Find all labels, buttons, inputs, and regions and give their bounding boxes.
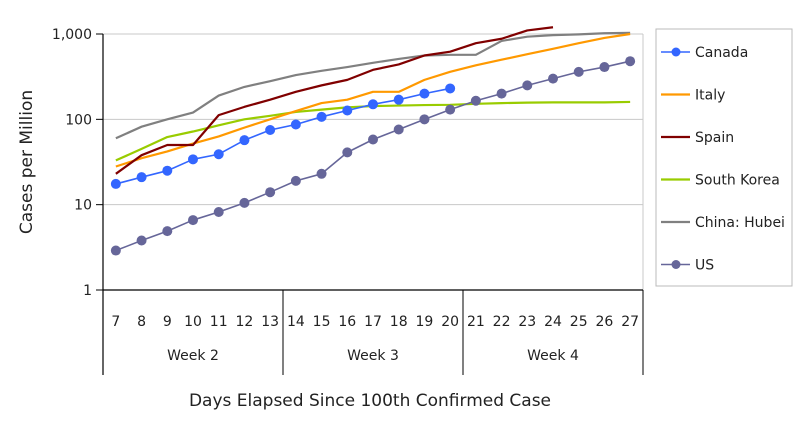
data-point-us bbox=[419, 114, 430, 125]
x-tick-label: 18 bbox=[390, 314, 408, 330]
data-point-us bbox=[239, 197, 250, 208]
x-tick-label: 24 bbox=[544, 314, 562, 330]
group-label: Week 4 bbox=[527, 348, 579, 364]
data-point-canada bbox=[316, 111, 327, 122]
y-tick-label: 1,000 bbox=[52, 27, 92, 43]
x-tick-label: 7 bbox=[111, 314, 120, 330]
legend-label-italy: Italy bbox=[695, 88, 725, 104]
x-tick-label: 25 bbox=[570, 314, 588, 330]
x-tick-label: 16 bbox=[338, 314, 356, 330]
x-tick-label: 19 bbox=[416, 314, 434, 330]
x-tick-label: 22 bbox=[493, 314, 511, 330]
data-point-us bbox=[599, 62, 610, 73]
x-tick-label: 14 bbox=[287, 314, 305, 330]
data-point-canada bbox=[136, 172, 147, 183]
data-point-us bbox=[188, 215, 198, 226]
data-point-canada bbox=[393, 94, 404, 105]
y-tick-label: 1 bbox=[83, 283, 92, 299]
x-axis-title: Days Elapsed Since 100th Confirmed Case bbox=[189, 391, 551, 411]
data-point-us bbox=[162, 226, 173, 237]
legend-box bbox=[655, 28, 793, 287]
x-tick-label: 12 bbox=[236, 314, 254, 330]
x-tick-label: 26 bbox=[596, 314, 614, 330]
y-axis-ticks: 1 10 100 1,000 bbox=[52, 27, 103, 299]
legend-marker-canada bbox=[671, 47, 681, 57]
axes bbox=[102, 34, 643, 375]
data-point-us bbox=[625, 56, 636, 67]
legend-label-canada: Canada bbox=[695, 45, 748, 61]
group-label: Week 3 bbox=[347, 348, 399, 364]
y-axis-title: Cases per Million bbox=[17, 90, 37, 234]
data-point-us bbox=[368, 134, 378, 145]
series-line-south-korea bbox=[115, 100, 631, 162]
data-point-us bbox=[136, 235, 147, 246]
x-tick-label: 8 bbox=[137, 314, 146, 330]
x-tick-label: 21 bbox=[467, 314, 485, 330]
data-point-canada bbox=[162, 165, 173, 176]
data-point-us bbox=[522, 80, 533, 91]
data-point-us bbox=[445, 104, 456, 115]
data-point-us bbox=[265, 187, 276, 198]
x-tick-label: 13 bbox=[261, 314, 279, 330]
y-tick-label: 10 bbox=[74, 198, 92, 214]
series-line-spain bbox=[115, 26, 554, 175]
gridlines bbox=[103, 33, 644, 290]
data-point-canada bbox=[110, 178, 121, 189]
data-point-canada bbox=[290, 119, 301, 130]
x-tick-label: 10 bbox=[184, 314, 202, 330]
data-point-us bbox=[548, 73, 558, 84]
data-point-canada bbox=[213, 149, 224, 160]
x-axis-groups: Week 2 Week 3 Week 4 bbox=[167, 290, 644, 375]
group-label: Week 2 bbox=[167, 348, 219, 364]
data-point-us bbox=[110, 245, 121, 256]
data-point-us bbox=[316, 168, 327, 179]
x-tick-label: 11 bbox=[210, 314, 228, 330]
data-point-us bbox=[573, 66, 584, 77]
legend-label-south-korea: South Korea bbox=[695, 173, 780, 189]
x-tick-label: 23 bbox=[518, 314, 536, 330]
data-point-us bbox=[342, 147, 353, 158]
data-point-canada bbox=[188, 154, 198, 165]
plot-area bbox=[110, 26, 636, 256]
data-point-canada bbox=[419, 88, 430, 99]
data-point-canada bbox=[342, 105, 353, 116]
x-tick-label: 15 bbox=[313, 314, 331, 330]
legend-label-china-hubei: China: Hubei bbox=[695, 215, 785, 231]
legend: Canada Italy Spain South Korea China: Hubei U… bbox=[655, 28, 793, 287]
x-tick-label: 20 bbox=[441, 314, 459, 330]
x-tick-label: 17 bbox=[364, 314, 382, 330]
legend-label-us: US bbox=[695, 258, 714, 274]
data-point-canada bbox=[445, 83, 456, 94]
series-line-china-hubei bbox=[115, 31, 631, 140]
legend-marker-us bbox=[671, 260, 681, 269]
x-tick-label: 9 bbox=[163, 314, 172, 330]
y-tick-label: 100 bbox=[65, 112, 92, 128]
data-point-us bbox=[290, 175, 301, 186]
legend-label-spain: Spain bbox=[695, 130, 734, 146]
data-point-canada bbox=[239, 135, 250, 146]
data-point-canada bbox=[368, 99, 378, 110]
data-point-us bbox=[470, 95, 481, 106]
data-point-us bbox=[496, 88, 507, 99]
x-tick-label: 27 bbox=[621, 314, 639, 330]
data-point-us bbox=[393, 124, 404, 135]
series-line-italy bbox=[115, 32, 631, 168]
data-point-us bbox=[213, 207, 224, 218]
data-point-canada bbox=[265, 124, 276, 135]
x-axis-ticks: 7 8 9 10 11 12 13 14 15 16 17 18 19 20 21 22 23 24 25 26 27 bbox=[111, 314, 639, 330]
